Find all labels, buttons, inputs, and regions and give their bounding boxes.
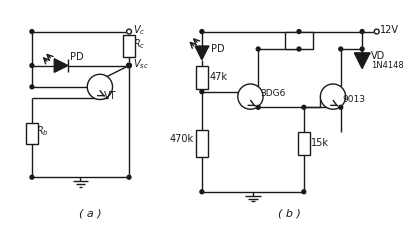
Bar <box>286 32 313 49</box>
Bar <box>196 66 208 89</box>
Text: 12V: 12V <box>379 25 398 35</box>
Circle shape <box>297 29 301 33</box>
Text: $R_c$: $R_c$ <box>133 37 145 51</box>
Circle shape <box>360 47 364 51</box>
Text: $V_c$: $V_c$ <box>133 24 145 37</box>
Text: 1N4148: 1N4148 <box>371 61 404 70</box>
Bar <box>298 132 310 155</box>
Circle shape <box>302 190 306 194</box>
Text: VT: VT <box>104 91 116 101</box>
Text: 47k: 47k <box>210 72 228 82</box>
Circle shape <box>339 47 343 51</box>
Text: ( a ): ( a ) <box>79 208 101 218</box>
Circle shape <box>302 105 306 109</box>
Circle shape <box>87 74 112 99</box>
Circle shape <box>200 29 204 33</box>
Polygon shape <box>354 53 370 68</box>
Circle shape <box>374 29 379 34</box>
Circle shape <box>126 29 131 34</box>
Circle shape <box>127 64 131 67</box>
Text: VD: VD <box>371 51 385 61</box>
Text: ( b ): ( b ) <box>278 208 301 218</box>
Text: 15k: 15k <box>311 138 329 148</box>
Text: $R_b$: $R_b$ <box>36 125 49 139</box>
Text: 470k: 470k <box>170 134 194 144</box>
Circle shape <box>339 105 343 109</box>
Text: PD: PD <box>70 52 83 62</box>
Circle shape <box>30 64 34 67</box>
Bar <box>26 123 38 144</box>
Text: $V_{sc}$: $V_{sc}$ <box>133 58 149 71</box>
Circle shape <box>30 29 34 33</box>
Circle shape <box>321 84 346 109</box>
Circle shape <box>360 29 364 33</box>
Circle shape <box>256 47 260 51</box>
Text: 9013: 9013 <box>343 95 366 104</box>
Circle shape <box>30 85 34 89</box>
Polygon shape <box>195 46 208 60</box>
Bar <box>196 130 208 157</box>
Circle shape <box>126 63 131 68</box>
Circle shape <box>297 47 301 51</box>
Text: J: J <box>297 35 301 45</box>
Polygon shape <box>54 59 68 72</box>
Circle shape <box>30 175 34 179</box>
Circle shape <box>238 84 263 109</box>
Bar <box>123 35 135 57</box>
Text: PD: PD <box>211 44 224 54</box>
Circle shape <box>127 175 131 179</box>
Circle shape <box>200 90 204 94</box>
Circle shape <box>200 190 204 194</box>
Text: 3DG6: 3DG6 <box>260 89 286 98</box>
Circle shape <box>256 105 260 109</box>
